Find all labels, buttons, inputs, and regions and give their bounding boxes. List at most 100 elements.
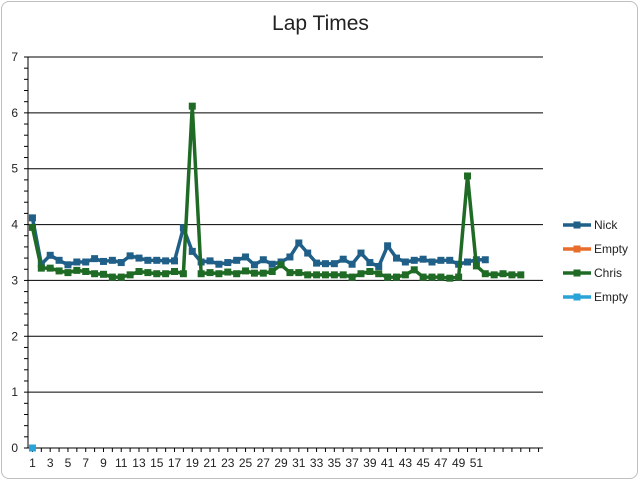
legend-item: Empty	[563, 290, 628, 304]
series-line	[30, 104, 521, 280]
legend-label: Nick	[594, 218, 618, 232]
data-point	[73, 266, 81, 274]
data-point	[242, 253, 250, 261]
data-point	[375, 270, 383, 278]
data-point	[401, 271, 409, 279]
x-tick-label: 17	[168, 456, 182, 470]
data-point	[224, 259, 232, 267]
x-tick-label: 43	[399, 456, 413, 470]
data-point	[224, 268, 232, 276]
x-tick-label: 7	[82, 456, 89, 470]
data-point	[171, 267, 179, 275]
legend-label: Chris	[594, 266, 622, 280]
data-point	[321, 271, 329, 279]
legend-label: Empty	[594, 290, 628, 304]
data-point	[108, 273, 116, 281]
data-point	[508, 271, 516, 279]
data-point	[55, 256, 63, 264]
data-point	[64, 269, 72, 277]
data-point	[82, 267, 90, 275]
data-point	[117, 273, 125, 281]
series-lines	[28, 102, 525, 452]
data-point	[313, 271, 321, 279]
data-point	[313, 259, 321, 267]
series-line	[30, 217, 486, 269]
data-point	[153, 256, 161, 264]
data-point	[91, 255, 99, 263]
x-tick-label: 19	[186, 456, 200, 470]
data-point	[179, 224, 187, 232]
data-point	[250, 269, 258, 277]
data-point	[419, 273, 427, 281]
data-point	[330, 260, 338, 268]
data-point	[304, 271, 312, 279]
legend-label: Empty	[594, 242, 628, 256]
data-point	[126, 271, 134, 279]
data-point	[135, 254, 143, 262]
data-point	[108, 256, 116, 264]
y-tick-label: 6	[11, 106, 18, 120]
data-point	[144, 269, 152, 277]
y-tick-label: 0	[11, 441, 18, 455]
data-point	[384, 273, 392, 281]
data-point	[153, 270, 161, 278]
data-point	[348, 260, 356, 268]
data-point	[428, 273, 436, 281]
data-point	[464, 258, 472, 266]
data-point	[286, 269, 294, 277]
data-point	[357, 249, 365, 257]
data-point	[126, 252, 134, 260]
data-point	[144, 256, 152, 264]
data-point	[162, 257, 170, 265]
data-point	[99, 270, 107, 278]
data-point	[188, 102, 196, 110]
x-tick-label: 33	[310, 456, 324, 470]
x-tick-label: 23	[221, 456, 235, 470]
data-point	[64, 261, 72, 269]
data-point	[28, 223, 36, 231]
data-point	[46, 251, 54, 259]
data-point	[304, 249, 312, 257]
data-point	[295, 239, 303, 247]
data-point	[366, 259, 374, 267]
data-point	[171, 257, 179, 265]
data-point	[179, 270, 187, 278]
data-point	[28, 214, 36, 222]
data-point	[233, 270, 241, 278]
data-point	[384, 242, 392, 250]
x-tick-label: 35	[328, 456, 342, 470]
data-point	[259, 256, 267, 264]
data-point	[259, 269, 267, 277]
data-point	[55, 267, 63, 275]
data-point	[339, 255, 347, 263]
x-tick-label: 9	[100, 456, 107, 470]
x-tick-label: 13	[132, 456, 146, 470]
legend-marker	[573, 269, 581, 277]
data-point	[446, 274, 454, 282]
data-point	[490, 271, 498, 279]
data-point	[419, 255, 427, 263]
y-tick-label: 1	[11, 385, 18, 399]
data-point	[321, 260, 329, 268]
series-3	[28, 444, 36, 452]
legend-item: Nick	[563, 218, 618, 232]
y-tick-label: 7	[11, 50, 18, 64]
x-tick-label: 31	[292, 456, 306, 470]
data-point	[197, 270, 205, 278]
legend: Nick Empty Chris Empty	[563, 218, 628, 304]
x-tick-label: 5	[65, 456, 72, 470]
y-tick-label: 5	[11, 162, 18, 176]
x-tick-label: 15	[150, 456, 164, 470]
data-point	[286, 253, 294, 261]
data-point	[517, 271, 525, 279]
legend-item: Empty	[563, 242, 628, 256]
data-point	[206, 269, 214, 277]
data-point	[117, 259, 125, 267]
legend-marker	[573, 221, 581, 229]
x-tick-label: 37	[345, 456, 359, 470]
data-point	[82, 258, 90, 266]
data-point	[375, 262, 383, 270]
data-point	[437, 256, 445, 264]
